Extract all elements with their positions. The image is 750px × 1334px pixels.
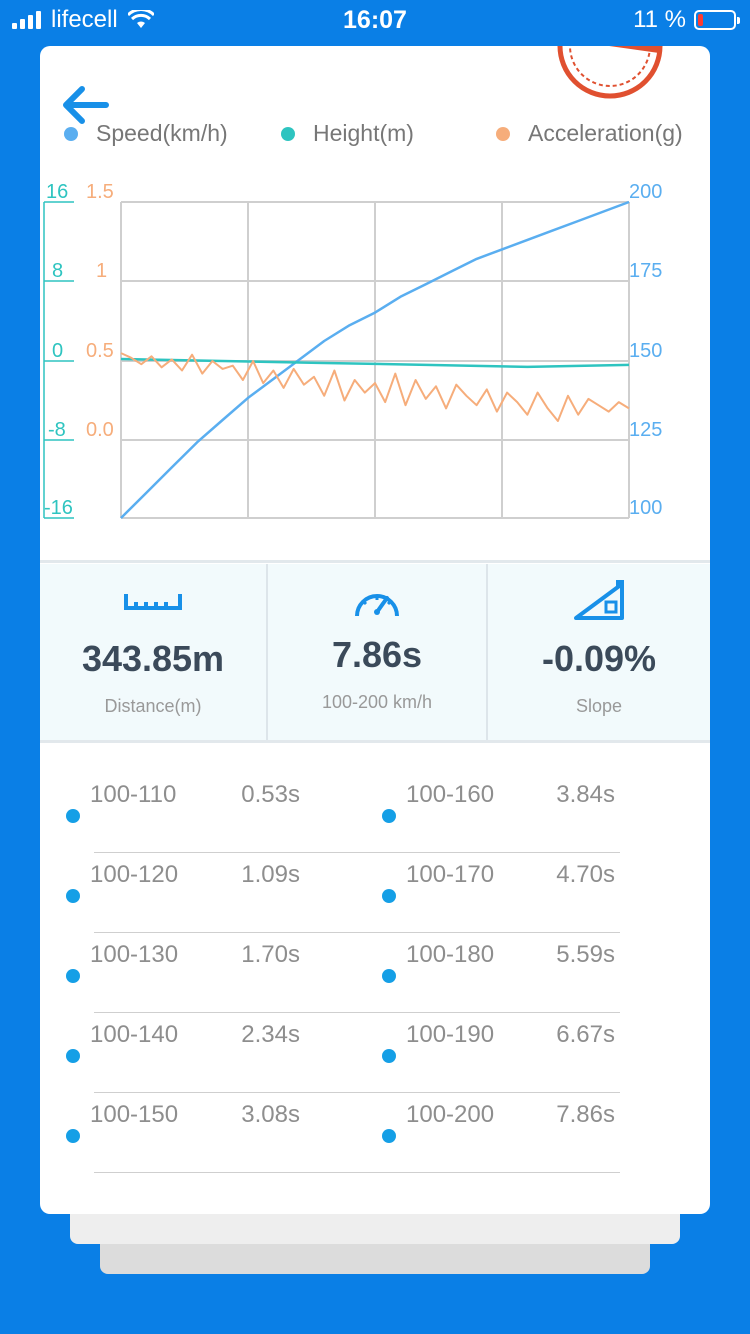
status-right: 11 %: [633, 6, 740, 34]
split-dot: [382, 1129, 396, 1143]
speed-tick-label: 175: [629, 260, 662, 282]
split-time-value: 3.08s: [241, 1101, 300, 1128]
split-range-label: 100-120: [90, 861, 179, 888]
status-left: lifecell: [12, 6, 154, 34]
split-time-value: 6.67s: [556, 1021, 615, 1048]
series-line-acceleration-g: [120, 352, 630, 422]
result-card: Speed(km/h) Height(m) Acceleration(g) 16…: [40, 46, 710, 1214]
split-row: 100-120 1.09s 100-170 4.70s: [40, 861, 710, 941]
speed-tick-label: 125: [629, 419, 662, 441]
split-row: 100-110 0.53s 100-160 3.84s: [40, 781, 710, 861]
legend-speed-dot: [64, 126, 78, 141]
time-value: 7.86s: [331, 634, 423, 675]
stat-separator: [266, 564, 268, 740]
split-row-divider: [94, 932, 620, 933]
status-bar: lifecell 16:07 11 %: [0, 0, 750, 42]
legend-acceleration-label: Acceleration(g): [528, 120, 683, 146]
split-time-value: 3.84s: [556, 781, 615, 808]
distance-label: Distance(m): [104, 696, 202, 716]
split-row-divider: [94, 1012, 620, 1013]
split-row: 100-130 1.70s 100-180 5.59s: [40, 941, 710, 1021]
split-time-value: 7.86s: [556, 1101, 615, 1128]
split-dot: [382, 889, 396, 903]
legend-speed-label: Speed(km/h): [96, 120, 228, 146]
split-row: 100-150 3.08s 100-200 7.86s: [40, 1101, 710, 1181]
split-dot: [382, 809, 396, 823]
height-tick-label: 0: [52, 340, 63, 362]
speed-tick-label: 100: [629, 497, 662, 519]
chart-legend: Speed(km/h) Height(m) Acceleration(g): [40, 120, 710, 150]
speedometer-icon: [355, 594, 399, 617]
split-dot: [382, 1049, 396, 1063]
split-range-label: 100-160: [406, 781, 495, 808]
legend-acceleration: Acceleration(g): [496, 120, 683, 147]
back-arrow-icon[interactable]: [58, 82, 112, 128]
legend-height-label: Height(m): [313, 120, 414, 146]
split-time-value: 1.70s: [241, 941, 300, 968]
series-line-height-m: [120, 357, 630, 369]
time-label: 100-200 km/h: [321, 692, 433, 712]
height-tick-label: 8: [52, 260, 63, 282]
stats-divider-bottom: [40, 740, 710, 743]
series-line-speed-km-h: [120, 200, 630, 519]
height-tick-label: -8: [48, 419, 66, 441]
split-time-value: 2.34s: [241, 1021, 300, 1048]
split-time-value: 4.70s: [556, 861, 615, 888]
height-tick-label: 16: [46, 181, 68, 203]
speed-tick-label: 150: [629, 340, 662, 362]
battery-icon: [694, 10, 740, 30]
legend-acceleration-dot: [496, 126, 510, 141]
slope-label: Slope: [575, 696, 623, 716]
speed-tick-label: 200: [629, 181, 662, 203]
legend-height-dot: [281, 126, 295, 141]
split-range-label: 100-170: [406, 861, 495, 888]
acceleration-tick-label: 0.0: [86, 419, 114, 441]
split-range-label: 100-130: [90, 941, 179, 968]
split-time-value: 0.53s: [241, 781, 300, 808]
split-range-label: 100-190: [406, 1021, 495, 1048]
carrier-name: lifecell: [51, 6, 118, 33]
speed-height-acceleration-chart: 16 8 0 -8 -16 1.5 1 0.5 0.0 200 175 150 125 100: [43, 181, 662, 519]
split-dot: [382, 969, 396, 983]
split-range-label: 100-150: [90, 1101, 179, 1128]
split-dot: [66, 1049, 80, 1063]
signal-icon: [12, 11, 41, 29]
split-time-value: 1.09s: [241, 861, 300, 888]
stat-separator: [486, 564, 488, 740]
wifi-icon: [127, 10, 154, 28]
split-row-divider: [94, 1092, 620, 1093]
ruler-icon: [124, 594, 182, 610]
legend-speed: Speed(km/h): [64, 120, 228, 147]
stats-divider-top: [40, 560, 710, 563]
battery-percent: 11 %: [633, 6, 686, 33]
slope-value: -0.09%: [541, 638, 657, 679]
stat-slope: -0.09% Slope: [488, 564, 710, 740]
height-tick-label: -16: [44, 497, 73, 519]
split-range-label: 100-180: [406, 941, 495, 968]
split-row: 100-140 2.34s 100-190 6.67s: [40, 1021, 710, 1101]
legend-height: Height(m): [281, 120, 414, 147]
split-time-value: 5.59s: [556, 941, 615, 968]
split-range-label: 100-140: [90, 1021, 179, 1048]
split-dot: [66, 889, 80, 903]
acceleration-tick-label: 1: [96, 260, 107, 282]
split-row-divider: [94, 852, 620, 853]
split-dot: [66, 809, 80, 823]
split-range-label: 100-110: [90, 781, 177, 808]
status-time: 16:07: [343, 6, 407, 34]
split-row-divider: [94, 1172, 620, 1173]
stat-distance: 343.85m Distance(m): [40, 564, 266, 740]
stamp-badge-icon: [557, 46, 663, 99]
split-range-label: 100-200: [406, 1101, 495, 1128]
split-dot: [66, 969, 80, 983]
slope-icon: [574, 580, 624, 620]
distance-value: 343.85m: [81, 638, 225, 679]
stat-time: 7.86s 100-200 km/h: [268, 564, 486, 740]
acceleration-tick-label: 1.5: [86, 181, 114, 203]
stats-panel: 343.85m Distance(m) 7.86s 100-200 km/h -…: [40, 564, 710, 740]
acceleration-tick-label: 0.5: [86, 340, 114, 362]
split-dot: [66, 1129, 80, 1143]
